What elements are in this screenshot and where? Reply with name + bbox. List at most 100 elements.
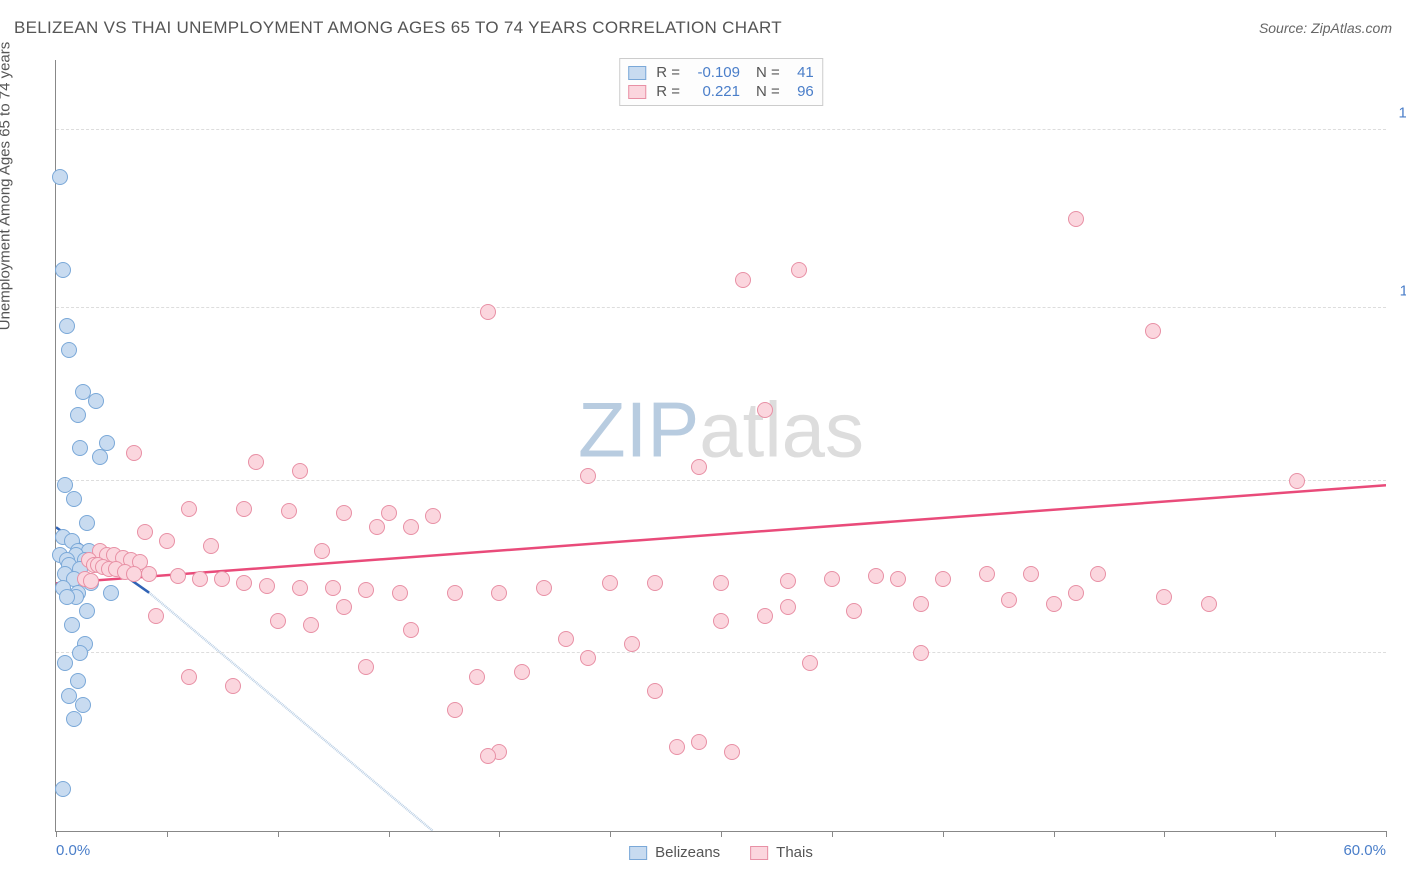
trend-lines — [56, 60, 1386, 831]
data-point — [59, 589, 75, 605]
data-point — [913, 645, 929, 661]
data-point — [1090, 566, 1106, 582]
data-point — [170, 568, 186, 584]
legend-item: Belizeans — [629, 844, 720, 861]
stat-r-value: -0.109 — [686, 64, 740, 81]
data-point — [292, 463, 308, 479]
data-point — [303, 617, 319, 633]
data-point — [1201, 596, 1217, 612]
data-point — [713, 613, 729, 629]
legend-label: Belizeans — [655, 844, 720, 861]
chart-title: BELIZEAN VS THAI UNEMPLOYMENT AMONG AGES… — [14, 18, 782, 38]
data-point — [137, 524, 153, 540]
stat-r-value: 0.221 — [686, 83, 740, 100]
data-point — [55, 781, 71, 797]
data-point — [403, 519, 419, 535]
data-point — [624, 636, 640, 652]
data-point — [83, 573, 99, 589]
data-point — [580, 468, 596, 484]
data-point — [61, 342, 77, 358]
data-point — [270, 613, 286, 629]
x-tick — [389, 831, 390, 837]
chart-container: Unemployment Among Ages 65 to 74 years Z… — [10, 50, 1396, 882]
data-point — [336, 599, 352, 615]
x-tick — [721, 831, 722, 837]
data-point — [214, 571, 230, 587]
data-point — [369, 519, 385, 535]
data-point — [780, 573, 796, 589]
data-point — [59, 318, 75, 334]
series-swatch — [628, 85, 646, 99]
x-tick — [832, 831, 833, 837]
data-point — [780, 599, 796, 615]
data-point — [425, 508, 441, 524]
data-point — [203, 538, 219, 554]
data-point — [248, 454, 264, 470]
data-point — [92, 449, 108, 465]
watermark-part1: ZIP — [578, 386, 699, 474]
data-point — [1145, 323, 1161, 339]
data-point — [392, 585, 408, 601]
data-point — [691, 459, 707, 475]
data-point — [935, 571, 951, 587]
y-tick-label: 11.2% — [1400, 282, 1406, 299]
data-point — [824, 571, 840, 587]
data-point — [325, 580, 341, 596]
data-point — [757, 402, 773, 418]
stat-r-label: R = — [656, 83, 680, 100]
gridline — [56, 129, 1386, 130]
data-point — [79, 603, 95, 619]
x-tick — [278, 831, 279, 837]
data-point — [336, 505, 352, 521]
y-tick-label: 15.0% — [1398, 105, 1406, 122]
data-point — [70, 673, 86, 689]
data-point — [602, 575, 618, 591]
data-point — [480, 748, 496, 764]
data-point — [236, 501, 252, 517]
x-tick — [943, 831, 944, 837]
data-point — [75, 697, 91, 713]
stat-r-label: R = — [656, 64, 680, 81]
data-point — [1001, 592, 1017, 608]
gridline — [56, 307, 1386, 308]
watermark-part2: atlas — [699, 386, 864, 474]
data-point — [225, 678, 241, 694]
stat-n-label: N = — [756, 83, 780, 100]
data-point — [52, 169, 68, 185]
x-tick — [1275, 831, 1276, 837]
data-point — [358, 659, 374, 675]
x-tick — [610, 831, 611, 837]
stats-row: R =-0.109N =41 — [628, 63, 814, 82]
x-axis-max-label: 60.0% — [1343, 842, 1386, 859]
data-point — [259, 578, 275, 594]
plot-area: ZIPatlas R =-0.109N =41R =0.221N =96 0.0… — [55, 60, 1386, 832]
correlation-stats-box: R =-0.109N =41R =0.221N =96 — [619, 58, 823, 106]
x-tick — [1054, 831, 1055, 837]
data-point — [791, 262, 807, 278]
data-point — [469, 669, 485, 685]
data-point — [580, 650, 596, 666]
x-tick — [56, 831, 57, 837]
data-point — [148, 608, 164, 624]
data-point — [1156, 589, 1172, 605]
data-point — [913, 596, 929, 612]
data-point — [890, 571, 906, 587]
data-point — [141, 566, 157, 582]
data-point — [757, 608, 773, 624]
data-point — [126, 566, 142, 582]
legend-item: Thais — [750, 844, 813, 861]
data-point — [1023, 566, 1039, 582]
data-point — [558, 631, 574, 647]
data-point — [57, 655, 73, 671]
stat-n-label: N = — [756, 64, 780, 81]
data-point — [103, 585, 119, 601]
data-point — [79, 515, 95, 531]
data-point — [314, 543, 330, 559]
data-point — [514, 664, 530, 680]
x-axis-min-label: 0.0% — [56, 842, 90, 859]
data-point — [480, 304, 496, 320]
data-point — [72, 645, 88, 661]
x-tick — [1164, 831, 1165, 837]
data-point — [358, 582, 374, 598]
legend-swatch — [629, 846, 647, 860]
